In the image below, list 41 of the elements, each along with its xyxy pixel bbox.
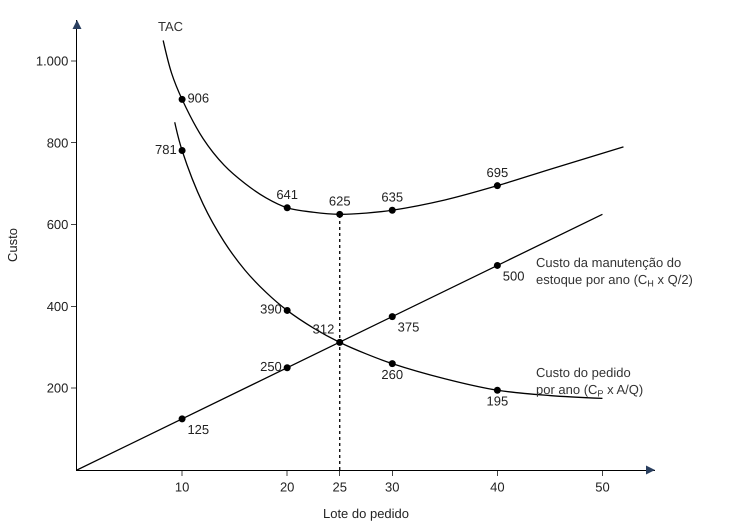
data-label: 695 (486, 165, 508, 180)
point (494, 182, 501, 190)
data-label: 250 (260, 358, 282, 374)
series-label: Custo do pedido por ano (C$_{P}$ x A/Q) (536, 365, 644, 399)
y-tick-label: 800 (46, 135, 68, 150)
series-label: Custo da manutenção do estoque por ano (C$_{H}$ x Q/2) (536, 255, 693, 289)
x-tick-label: 50 (595, 480, 610, 495)
x-axis-title: Lote do pedido (322, 506, 410, 522)
series-label: TAC (158, 19, 184, 34)
data-label: 625 (328, 194, 351, 209)
data-label: 641 (276, 187, 298, 202)
data-label: 635 (381, 190, 404, 205)
point (284, 204, 291, 212)
point (388, 360, 396, 368)
data-label: 260 (381, 366, 404, 382)
y-tick-label: 200 (46, 380, 68, 396)
data-label: 195 (486, 393, 508, 408)
y-tick-label: 400 (46, 298, 68, 314)
point (494, 386, 501, 394)
y-tick-label: 1.000 (36, 53, 68, 68)
point (388, 313, 396, 320)
data-label: 375 (398, 320, 420, 335)
x-tick-label: 10 (174, 480, 190, 495)
y-tick-label: 600 (46, 217, 68, 232)
x-tick-label: 30 (385, 480, 400, 495)
x-tick-label: 25 (332, 480, 347, 495)
x-tick-label: 40 (490, 480, 505, 495)
point (178, 415, 186, 422)
point (178, 147, 186, 154)
data-label: 781 (155, 142, 177, 157)
data-label: 390 (260, 302, 282, 317)
point (284, 364, 291, 372)
data-label: 906 (187, 90, 210, 106)
data-label: 125 (187, 422, 210, 437)
y-axis-title: Custo (4, 228, 20, 262)
x-tick-label: 20 (280, 480, 294, 495)
data-label: 500 (502, 268, 524, 284)
point (284, 306, 291, 314)
point (388, 206, 396, 214)
point (178, 96, 186, 103)
point (494, 262, 501, 269)
